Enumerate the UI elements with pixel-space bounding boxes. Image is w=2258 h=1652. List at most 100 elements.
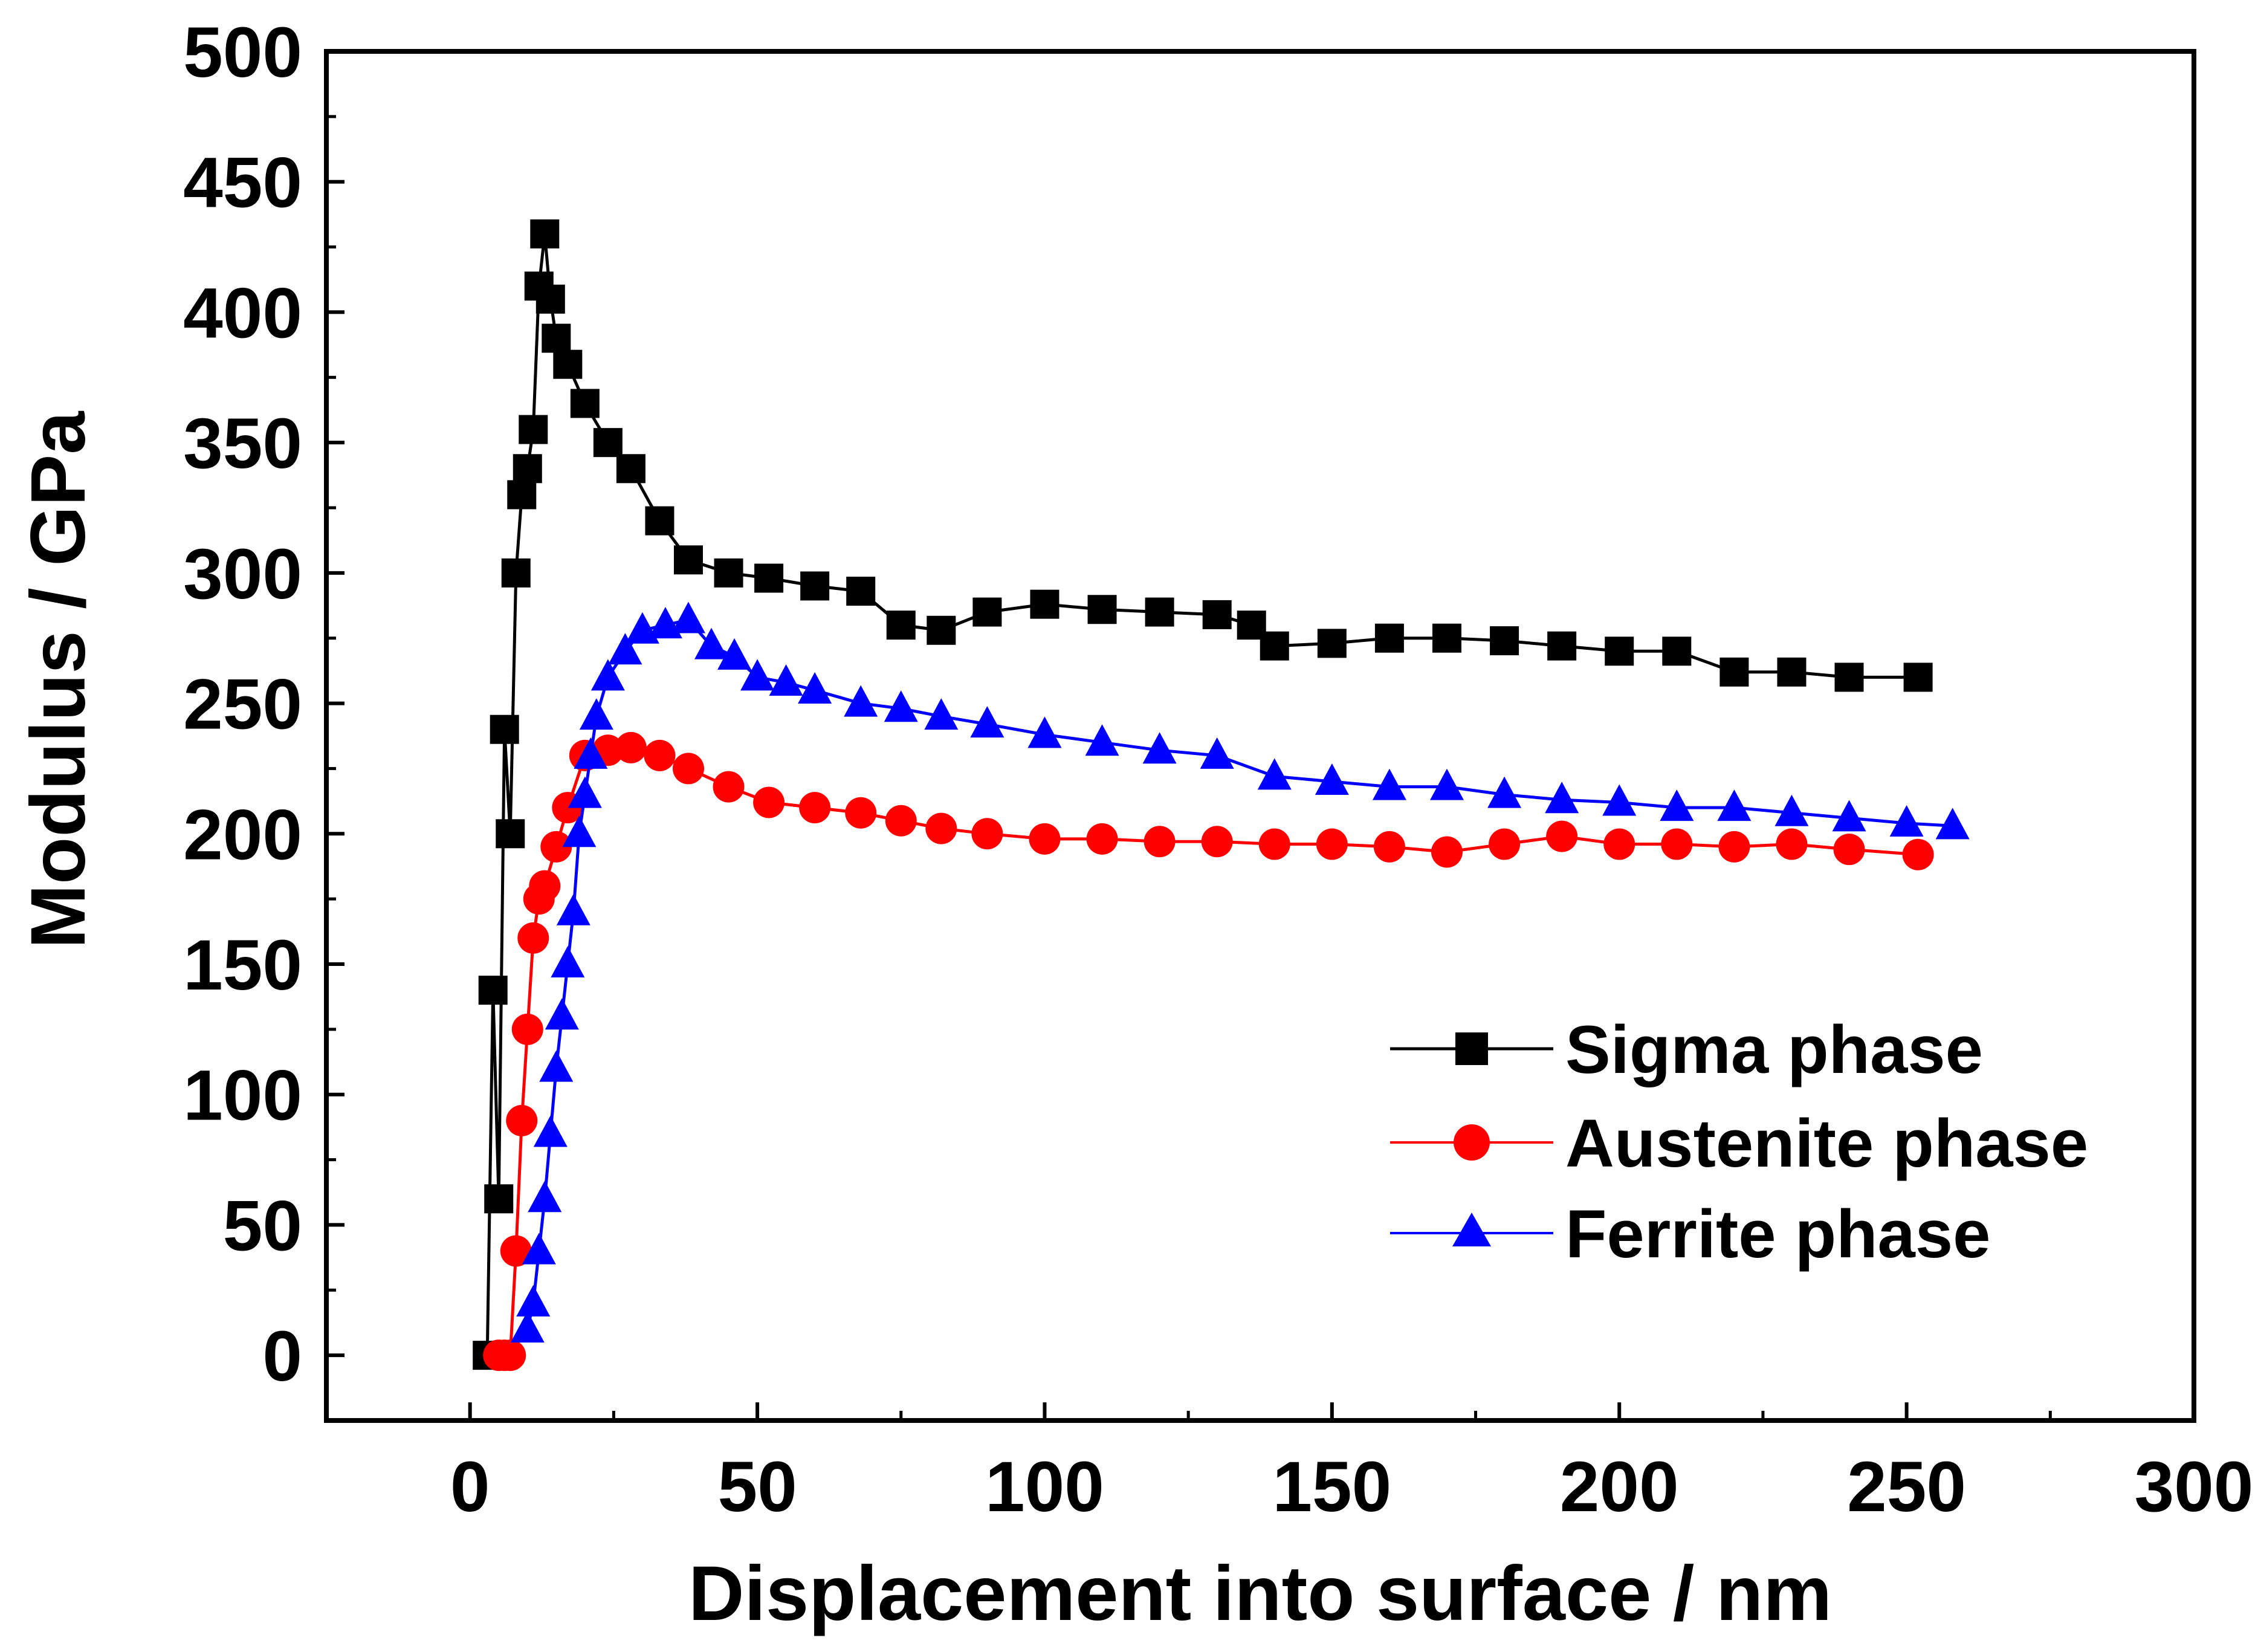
data-point-austenite bbox=[1029, 823, 1061, 855]
data-point-ferrite bbox=[568, 776, 602, 808]
data-point-sigma bbox=[1903, 662, 1933, 692]
data-point-ferrite bbox=[551, 946, 585, 977]
data-point-ferrite bbox=[844, 685, 878, 717]
x-tick-label: 50 bbox=[717, 1447, 797, 1527]
data-point-austenite bbox=[1373, 831, 1405, 863]
x-tick-label: 250 bbox=[1847, 1447, 1966, 1527]
data-point-austenite bbox=[1144, 826, 1176, 858]
data-point-ferrite bbox=[590, 659, 625, 691]
data-point-sigma bbox=[1777, 657, 1807, 687]
tick-layer: 0 50 100 150 200 250 300 0 50 100 150 200 250 300 350 4… bbox=[183, 13, 2253, 1527]
data-point-sigma bbox=[1260, 631, 1289, 661]
data-point-austenite bbox=[971, 818, 1003, 850]
data-point-sigma bbox=[1202, 600, 1232, 629]
data-point-ferrite bbox=[694, 627, 729, 659]
data-point-austenite bbox=[1086, 823, 1118, 855]
data-point-austenite bbox=[644, 739, 676, 771]
data-point-austenite bbox=[1546, 820, 1578, 852]
data-point-ferrite bbox=[545, 998, 579, 1030]
data-point-ferrite bbox=[539, 1050, 574, 1082]
data-point-ferrite bbox=[1372, 768, 1406, 800]
data-point-ferrite bbox=[608, 633, 642, 665]
y-tick-label: 150 bbox=[183, 925, 302, 1005]
legend-marker-ferrite bbox=[1452, 1213, 1491, 1246]
data-point-ferrite bbox=[1142, 732, 1177, 764]
data-point-austenite bbox=[845, 797, 877, 829]
data-point-sigma bbox=[553, 349, 583, 379]
x-tick-label: 200 bbox=[1560, 1447, 1679, 1527]
y-tick-label: 250 bbox=[183, 665, 302, 745]
y-tick-label: 300 bbox=[183, 534, 302, 614]
data-point-sigma bbox=[1432, 623, 1461, 653]
data-point-austenite bbox=[925, 812, 957, 844]
data-point-sigma bbox=[484, 1184, 514, 1214]
legend-marker-sigma bbox=[1455, 1032, 1488, 1065]
x-tick-label: 150 bbox=[1272, 1447, 1391, 1527]
data-point-austenite bbox=[1603, 828, 1635, 860]
x-tick-label: 100 bbox=[985, 1447, 1104, 1527]
legend: Sigma phase Austenite phase Ferrite phas… bbox=[1390, 1012, 2088, 1272]
data-point-ferrite bbox=[1935, 808, 1970, 840]
legend-marker-austenite bbox=[1454, 1124, 1490, 1161]
data-point-austenite bbox=[1902, 838, 1934, 870]
data-point-ferrite bbox=[528, 1181, 562, 1213]
data-point-ferrite bbox=[1085, 724, 1119, 756]
data-point-ferrite bbox=[1717, 789, 1752, 821]
legend-item-austenite: Austenite phase bbox=[1390, 1106, 2088, 1181]
data-point-austenite bbox=[1833, 834, 1865, 866]
data-point-sigma bbox=[972, 597, 1002, 627]
data-point-ferrite bbox=[1832, 800, 1866, 832]
data-point-sigma bbox=[1087, 595, 1117, 624]
data-point-ferrite bbox=[1774, 794, 1809, 826]
data-point-ferrite bbox=[1257, 758, 1292, 790]
data-point-sigma bbox=[1317, 629, 1347, 658]
data-point-sigma bbox=[513, 454, 542, 484]
y-tick-label: 50 bbox=[223, 1186, 302, 1266]
data-point-sigma bbox=[542, 323, 571, 353]
data-point-austenite bbox=[799, 792, 831, 824]
x-axis-title: Displacement into surface / nm bbox=[688, 1550, 1832, 1637]
data-point-ferrite bbox=[574, 737, 608, 769]
data-point-austenite bbox=[672, 753, 704, 785]
data-point-sigma bbox=[645, 506, 674, 536]
data-point-sigma bbox=[927, 615, 956, 645]
data-point-austenite bbox=[1258, 828, 1290, 860]
data-point-austenite bbox=[494, 1339, 526, 1372]
data-point-sigma bbox=[490, 714, 519, 744]
data-point-ferrite bbox=[717, 638, 752, 670]
data-point-ferrite bbox=[516, 1284, 551, 1317]
data-point-sigma bbox=[846, 577, 876, 606]
data-point-austenite bbox=[885, 805, 917, 837]
data-point-sigma bbox=[507, 480, 537, 510]
data-point-austenite bbox=[1431, 836, 1463, 868]
data-point-ferrite bbox=[1430, 768, 1464, 800]
y-tick-label: 450 bbox=[183, 143, 302, 223]
data-point-sigma bbox=[530, 219, 560, 248]
data-point-sigma bbox=[1662, 637, 1692, 666]
data-point-austenite bbox=[713, 771, 745, 803]
data-point-sigma bbox=[519, 415, 548, 444]
data-point-ferrite bbox=[562, 815, 597, 847]
data-point-ferrite bbox=[1889, 805, 1924, 837]
data-point-ferrite bbox=[522, 1233, 556, 1265]
legend-label-sigma: Sigma phase bbox=[1565, 1012, 1983, 1087]
data-point-sigma bbox=[1834, 662, 1864, 692]
y-axis-title: Modulus / GPa bbox=[15, 411, 102, 949]
data-point-ferrite bbox=[579, 698, 613, 730]
data-point-sigma bbox=[754, 563, 784, 593]
data-point-austenite bbox=[500, 1235, 532, 1267]
series-layer bbox=[473, 219, 1970, 1372]
data-point-austenite bbox=[1489, 828, 1521, 860]
y-tick-label: 350 bbox=[183, 404, 302, 484]
data-point-austenite bbox=[1316, 828, 1348, 860]
data-point-ferrite bbox=[884, 690, 918, 722]
data-point-ferrite bbox=[769, 664, 803, 696]
y-tick-label: 200 bbox=[183, 795, 302, 875]
data-point-austenite bbox=[1718, 831, 1750, 863]
legend-label-austenite: Austenite phase bbox=[1565, 1106, 2088, 1181]
data-point-austenite bbox=[753, 786, 785, 818]
legend-item-ferrite: Ferrite phase bbox=[1390, 1196, 1990, 1272]
data-point-austenite bbox=[615, 731, 647, 763]
data-point-sigma bbox=[570, 389, 600, 418]
data-point-ferrite bbox=[924, 698, 959, 730]
